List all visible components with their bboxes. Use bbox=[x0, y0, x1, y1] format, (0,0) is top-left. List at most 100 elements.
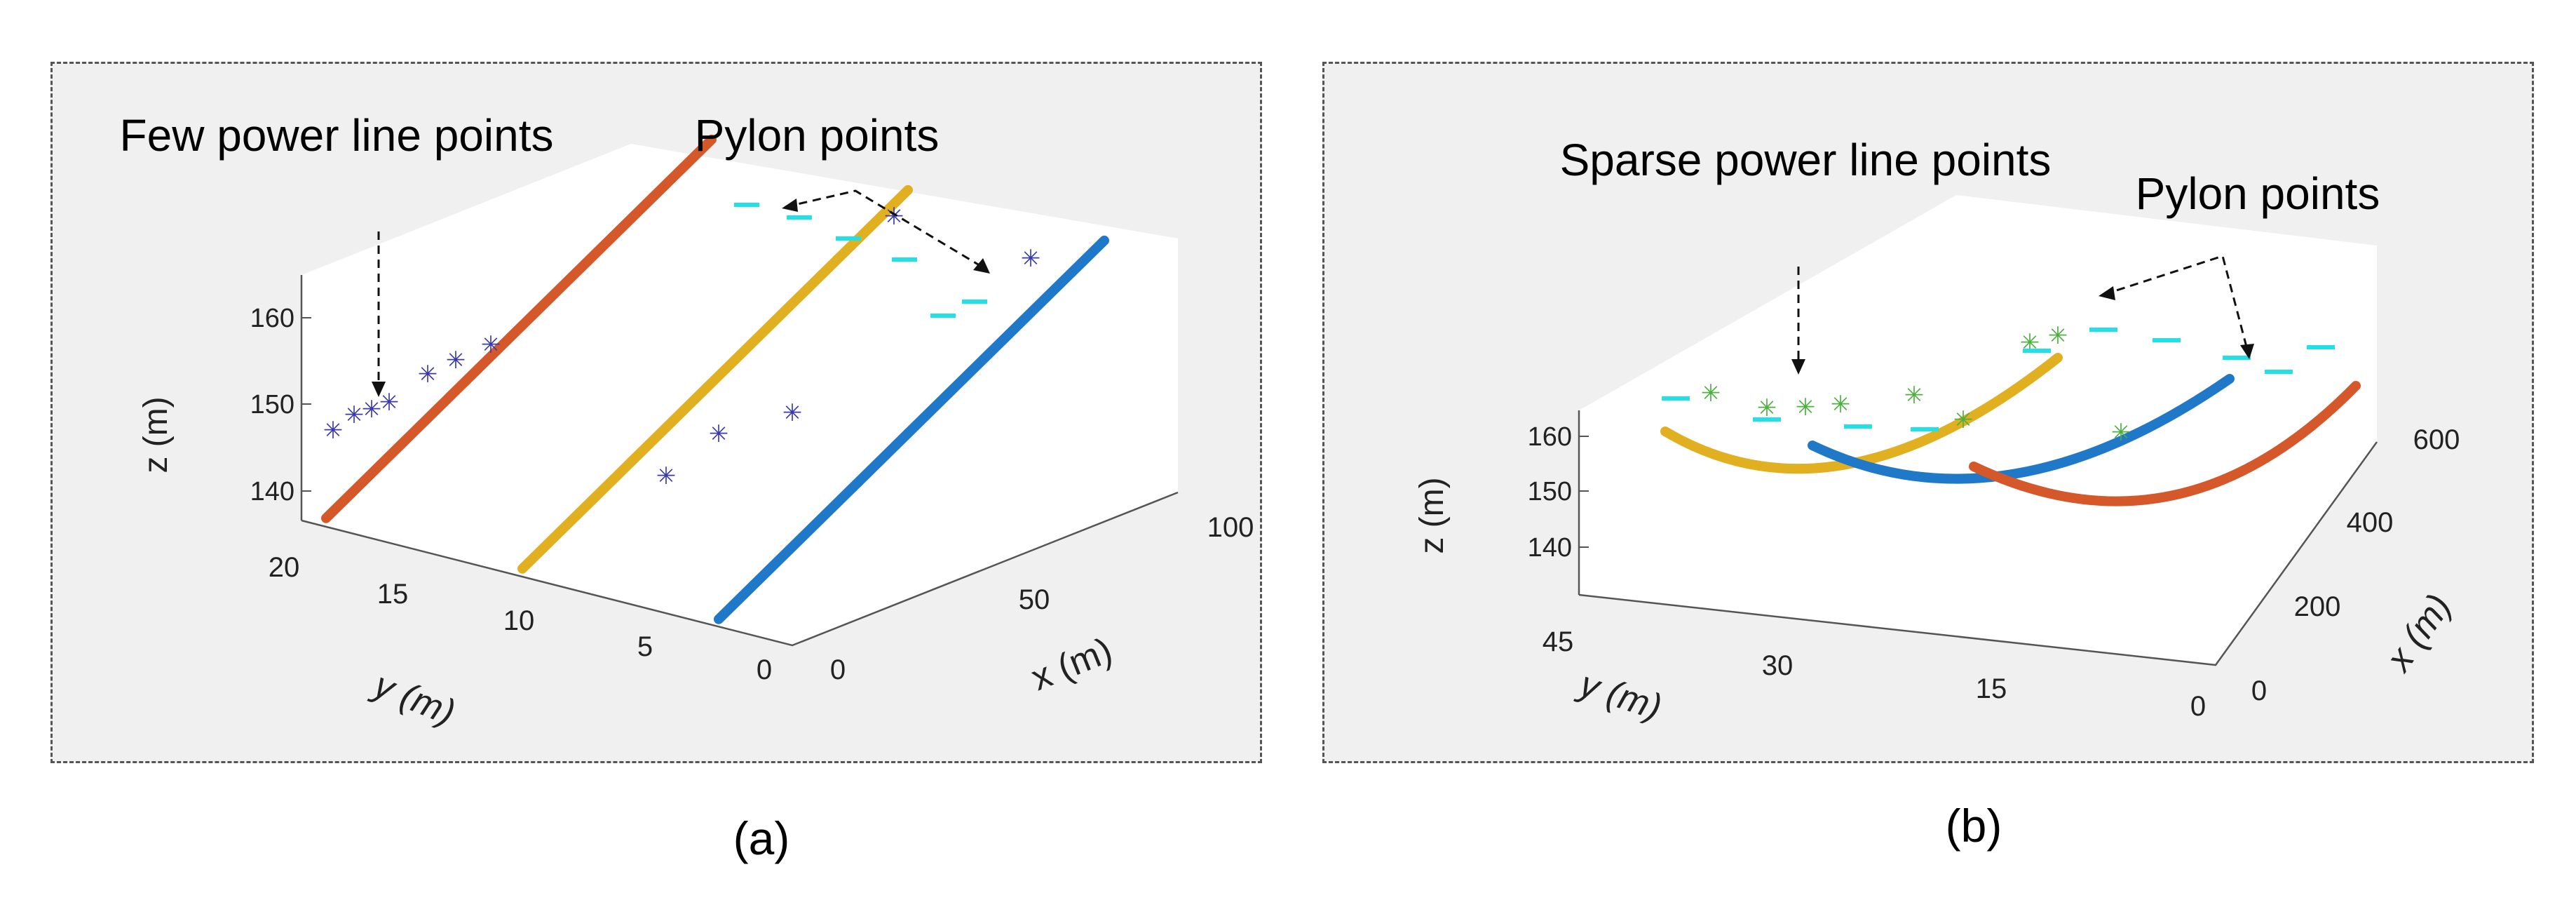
plot-a-y-tick: 15 bbox=[377, 579, 409, 610]
pylon-point-a bbox=[962, 300, 987, 304]
series-curve-b-blue bbox=[1808, 374, 2235, 484]
pylon-point-b bbox=[2023, 349, 2051, 353]
plot-a-x-tick: 50 bbox=[1019, 584, 1050, 615]
plot-a-y-tick: 5 bbox=[637, 631, 653, 662]
plot-b-scatter-extra: ✳✳ ✳ ✳ ✳✳✳ ✳✳ bbox=[1662, 323, 2335, 446]
plot-b-y-tick: 0 bbox=[2190, 691, 2206, 722]
panel-label-a: (a) bbox=[733, 812, 790, 864]
scatter-point-b: ✳ bbox=[1757, 395, 1777, 422]
plot-a-floor-edge bbox=[301, 491, 1179, 647]
plot-a-z-tick: 160 bbox=[250, 304, 294, 333]
plot-a: ✳✳✳✳✳✳✳✳✳✳✳✳ 160 150 140 z (m) 20 15 10 … bbox=[120, 110, 1254, 733]
plot-b-x-ticks: 0 200 400 600 bbox=[2251, 424, 2460, 706]
pylon-point-b bbox=[1753, 417, 1781, 422]
plot-b-x-tick: 400 bbox=[2347, 507, 2394, 538]
plot-a-x-ticks: 0 50 100 bbox=[830, 512, 1254, 685]
plot-b-z-tick: 150 bbox=[1528, 477, 1572, 506]
plot-a-y-label: y (m) bbox=[367, 664, 461, 733]
scatter-point-a: ✳ bbox=[884, 203, 904, 230]
plot-b-z-label: z (m) bbox=[1414, 477, 1451, 553]
annotation-pylon-points-b: Pylon points bbox=[2136, 168, 2380, 219]
pylon-point-a bbox=[892, 257, 917, 262]
plot-a-y-tick: 20 bbox=[269, 552, 300, 583]
scatter-point-a: ✳ bbox=[323, 417, 344, 444]
arrowhead-icon bbox=[973, 258, 990, 274]
series-line-a-gold bbox=[517, 184, 913, 574]
scatter-point-a: ✳ bbox=[418, 361, 438, 388]
plot-a-x-tick: 0 bbox=[830, 654, 846, 685]
plot-b-series bbox=[1660, 353, 2361, 506]
plot-b-z-tick: 140 bbox=[1528, 533, 1572, 563]
arrowhead-icon bbox=[1791, 359, 1805, 375]
plot-a-x-tick: 100 bbox=[1207, 512, 1254, 543]
scatter-point-a: ✳ bbox=[1021, 246, 1041, 272]
plot-b-y-tick: 15 bbox=[1976, 673, 2007, 704]
scatter-point-a: ✳ bbox=[656, 463, 677, 490]
plot-a-y-tick: 0 bbox=[757, 654, 772, 685]
pylon-point-b bbox=[1662, 396, 1690, 401]
plot-b-z-tick: 160 bbox=[1528, 422, 1572, 452]
plot-b-walls bbox=[1579, 195, 2377, 665]
scatter-point-b: ✳ bbox=[1831, 391, 1851, 418]
plot-a-series bbox=[321, 134, 1109, 624]
arrowhead-icon bbox=[782, 199, 798, 212]
plot-a-y-ticks: 20 15 10 5 0 bbox=[269, 552, 772, 685]
pylon-point-b bbox=[2089, 328, 2117, 332]
pylon-point-b bbox=[2265, 370, 2293, 374]
plot-b-x-tick: 200 bbox=[2294, 591, 2341, 622]
plot-b: ✳✳ ✳ ✳ ✳✳✳ ✳✳ 160 150 140 z (m) 45 30 15 0 y… bbox=[1414, 135, 2460, 728]
plot-a-walls bbox=[301, 144, 1178, 645]
plot-a-z-tick: 140 bbox=[250, 477, 294, 506]
scatter-point-a: ✳ bbox=[481, 332, 501, 358]
plot-a-x-label: x (m) bbox=[1026, 630, 1118, 699]
plot-b-y-tick: 45 bbox=[1543, 626, 1574, 657]
arrowhead-icon bbox=[372, 382, 386, 397]
scatter-point-b: ✳ bbox=[2111, 419, 2131, 446]
pylon-point-a bbox=[734, 203, 759, 207]
arrowhead-icon bbox=[2099, 286, 2115, 300]
pylon-point-a bbox=[836, 236, 861, 241]
arrowhead-icon bbox=[2240, 344, 2254, 359]
scatter-point-b: ✳ bbox=[1701, 380, 1721, 407]
pylon-point-b bbox=[1844, 424, 1872, 429]
scatter-point-a: ✳ bbox=[446, 347, 466, 374]
scatter-point-a: ✳ bbox=[344, 402, 365, 429]
pylon-point-b bbox=[2153, 338, 2181, 342]
plot-b-floor-edge bbox=[1578, 441, 2378, 666]
series-line-a-orange_red bbox=[321, 134, 717, 523]
plot-b-y-tick: 30 bbox=[1762, 650, 1794, 681]
plot-b-z-ticks: 160 150 140 bbox=[1528, 422, 1589, 563]
pylon-point-a bbox=[787, 215, 812, 220]
scatter-point-a: ✳ bbox=[782, 400, 803, 426]
plot-a-z-tick: 150 bbox=[250, 390, 294, 419]
plot-a-z-label: z (m) bbox=[137, 396, 175, 473]
plot-a-z-ticks: 160 150 140 bbox=[250, 304, 311, 506]
plot-b-x-label: x (m) bbox=[2378, 587, 2460, 680]
scatter-point-b: ✳ bbox=[1796, 394, 1816, 421]
scatter-point-b: ✳ bbox=[1904, 382, 1925, 409]
arrow-a-pylon bbox=[785, 189, 982, 268]
scatter-point-b: ✳ bbox=[2048, 323, 2068, 349]
panel-label-b: (b) bbox=[1946, 800, 2002, 852]
scatter-point-a: ✳ bbox=[362, 396, 382, 423]
annotation-pylon-points-a: Pylon points bbox=[695, 110, 940, 161]
annotation-sparse-power-line-points: Sparse power line points bbox=[1560, 135, 2052, 185]
pylon-point-b bbox=[2307, 345, 2335, 349]
pylon-point-b bbox=[2223, 356, 2251, 360]
series-curve-b-orange_red bbox=[1969, 381, 2361, 506]
plot-a-y-tick: 10 bbox=[503, 605, 535, 636]
scatter-point-b: ✳ bbox=[1953, 407, 1974, 434]
arrow-b-pylon bbox=[2103, 255, 2249, 350]
pylon-point-a bbox=[930, 314, 956, 318]
pylon-point-b bbox=[1911, 427, 1939, 431]
series-line-a-blue bbox=[714, 235, 1109, 624]
annotation-few-power-line-points: Few power line points bbox=[120, 110, 554, 161]
scatter-point-a: ✳ bbox=[709, 421, 729, 448]
plot-b-y-ticks: 45 30 15 0 bbox=[1543, 626, 2206, 722]
plot-b-x-tick: 600 bbox=[2413, 424, 2460, 455]
plot-a-scatter-extra: ✳✳✳✳✳✳✳✳✳✳✳✳ bbox=[323, 203, 1041, 490]
scatter-point-a: ✳ bbox=[379, 389, 400, 416]
plot-b-x-tick: 0 bbox=[2251, 676, 2267, 706]
plot-b-y-label: y (m) bbox=[1573, 663, 1666, 728]
